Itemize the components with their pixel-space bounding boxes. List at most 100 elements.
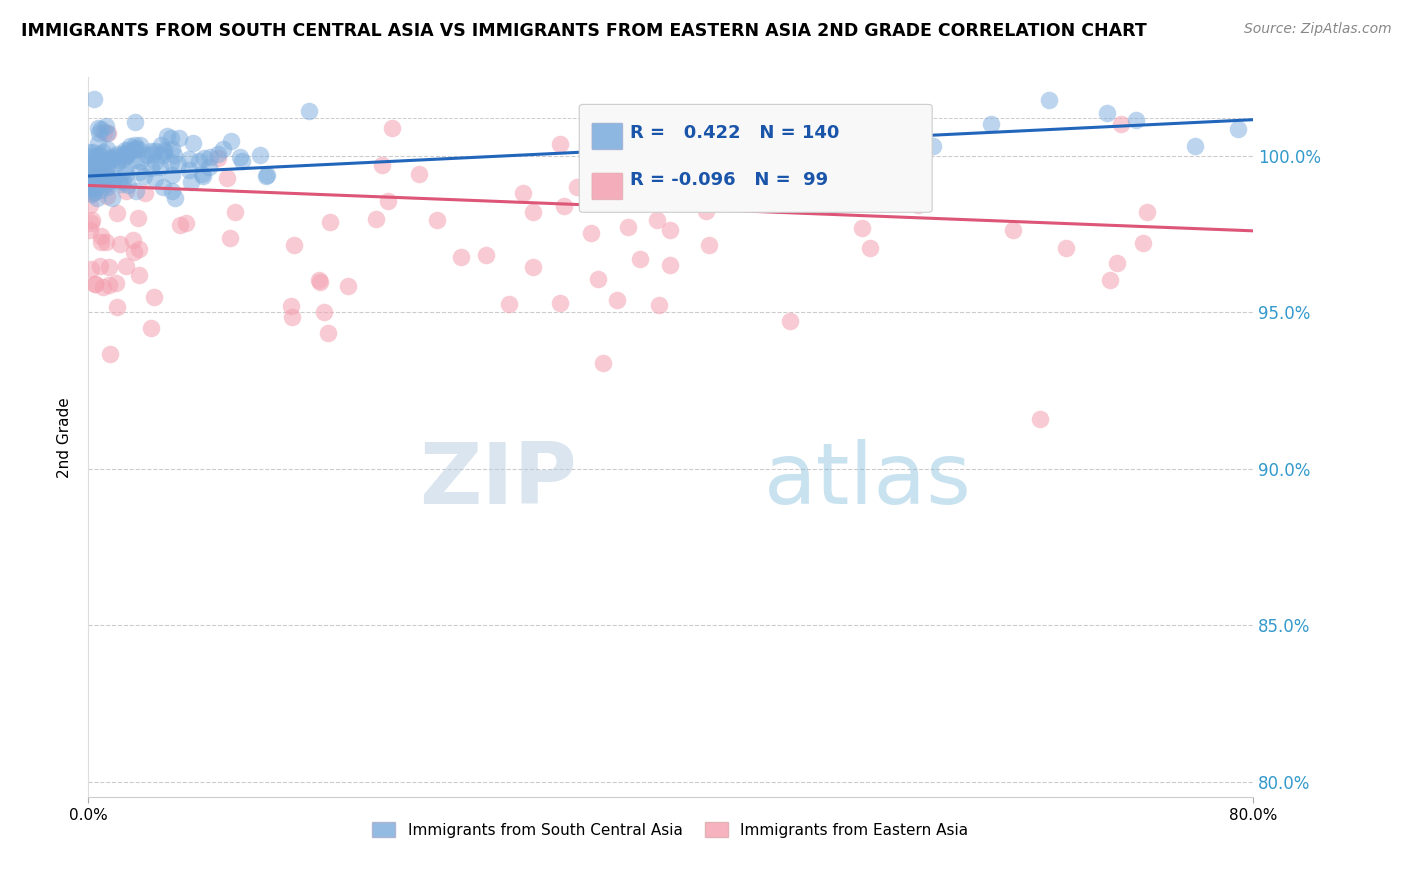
Point <box>98 260 121 274</box>
Point <box>89 173 111 187</box>
Point <box>82 145 104 159</box>
Point <box>207 151 229 165</box>
Point <box>93 126 115 140</box>
Point <box>475 248 498 262</box>
Point <box>617 219 640 234</box>
Point <box>450 250 472 264</box>
Point <box>125 184 148 198</box>
Point <box>163 191 186 205</box>
Point <box>877 131 900 145</box>
Point <box>79 163 101 178</box>
Point <box>143 145 166 159</box>
Point <box>114 259 136 273</box>
Point <box>128 165 150 179</box>
Point <box>82 157 104 171</box>
Point <box>280 299 302 313</box>
Point <box>89 172 111 186</box>
Point <box>858 241 880 255</box>
Text: atlas: atlas <box>763 439 972 522</box>
Point <box>522 205 544 219</box>
Point <box>162 184 184 198</box>
Point <box>111 152 134 166</box>
Point <box>127 211 149 226</box>
Point <box>256 168 278 182</box>
Point <box>141 147 163 161</box>
Point <box>200 151 222 165</box>
Point <box>105 300 128 314</box>
Point <box>84 277 107 291</box>
Point <box>231 153 253 168</box>
Point <box>254 169 277 184</box>
Point <box>83 277 105 292</box>
Point <box>114 149 136 163</box>
Point <box>93 169 115 183</box>
Point <box>96 175 118 189</box>
Point <box>90 235 112 249</box>
Point <box>159 131 181 145</box>
Point <box>100 150 122 164</box>
Point <box>1136 204 1159 219</box>
Point <box>733 148 755 162</box>
Text: R = -0.096   N =  99: R = -0.096 N = 99 <box>630 171 828 189</box>
Point <box>97 171 120 186</box>
Point <box>96 155 118 169</box>
Point <box>180 175 202 189</box>
Point <box>107 153 129 167</box>
Point <box>132 169 155 184</box>
Point <box>191 169 214 183</box>
Point <box>776 141 799 155</box>
Point <box>90 228 112 243</box>
Point <box>1107 255 1129 269</box>
Point <box>94 177 117 191</box>
Point <box>179 163 201 178</box>
Point <box>830 188 852 202</box>
Point <box>117 143 139 157</box>
Point <box>1227 122 1250 136</box>
Point <box>1109 117 1132 131</box>
Point <box>143 155 166 169</box>
Point <box>548 136 571 151</box>
Point <box>97 152 120 166</box>
Point <box>851 221 873 235</box>
Text: IMMIGRANTS FROM SOUTH CENTRAL ASIA VS IMMIGRANTS FROM EASTERN ASIA 2ND GRADE COR: IMMIGRANTS FROM SOUTH CENTRAL ASIA VS IM… <box>21 22 1147 40</box>
Point <box>212 142 235 156</box>
Point <box>149 161 172 175</box>
Point <box>105 156 128 170</box>
Point <box>93 153 115 168</box>
Point <box>98 347 121 361</box>
Point <box>105 147 128 161</box>
Point <box>228 150 250 164</box>
Point <box>1132 236 1154 251</box>
Point <box>80 262 103 277</box>
Point <box>112 146 135 161</box>
Point <box>97 154 120 169</box>
Point <box>105 276 128 290</box>
Point <box>1038 93 1060 107</box>
Point <box>79 223 101 237</box>
Point <box>79 149 101 163</box>
Point <box>79 180 101 194</box>
Point <box>647 212 669 227</box>
Point <box>218 230 240 244</box>
Point <box>83 185 105 199</box>
Point <box>91 145 114 160</box>
Point <box>1097 106 1119 120</box>
Point <box>94 119 117 133</box>
Point <box>79 197 101 211</box>
Point <box>648 297 671 311</box>
Point <box>111 174 134 188</box>
Point <box>150 137 173 152</box>
Point <box>312 305 335 319</box>
Point <box>176 216 198 230</box>
Point <box>86 191 108 205</box>
Point <box>89 183 111 197</box>
Text: Source: ZipAtlas.com: Source: ZipAtlas.com <box>1244 22 1392 37</box>
Point <box>319 215 342 229</box>
Point <box>120 139 142 153</box>
Point <box>105 149 128 163</box>
Point <box>115 167 138 181</box>
Point <box>193 151 215 165</box>
Point <box>77 178 100 192</box>
Point <box>100 173 122 187</box>
Point <box>87 165 110 179</box>
